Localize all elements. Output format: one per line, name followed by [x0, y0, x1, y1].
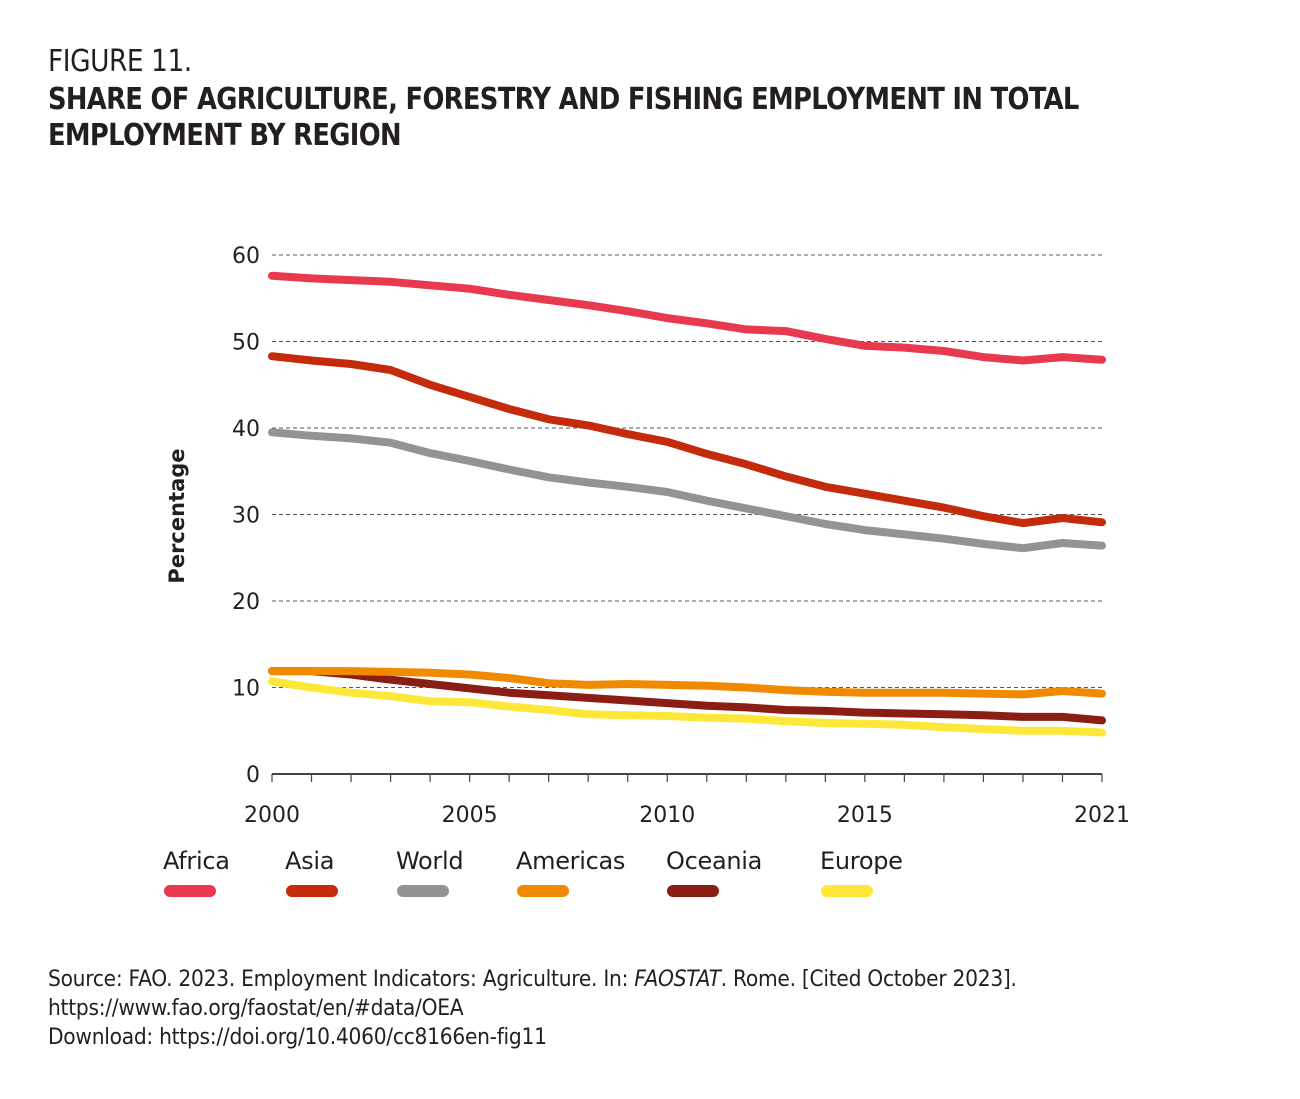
legend-swatch [164, 885, 216, 897]
source-publication: FAOSTAT [634, 967, 721, 992]
legend-swatch [517, 885, 569, 897]
series-line-oceania [268, 667, 1106, 725]
x-tick-label: 2021 [1074, 803, 1130, 828]
y-tick-label: 40 [232, 417, 260, 442]
legend-label: Africa [163, 847, 230, 875]
legend-item-world: World [396, 845, 464, 897]
legend-label: World [396, 847, 464, 875]
series-line-africa [268, 271, 1106, 365]
legend-swatch [667, 885, 719, 897]
y-tick-label: 0 [246, 763, 260, 788]
legend-swatch [286, 885, 338, 897]
legend-label: Europe [820, 847, 903, 875]
x-tick-label: 2005 [442, 803, 498, 828]
series-line-asia [268, 352, 1106, 528]
download-link[interactable]: Download: https://doi.org/10.4060/cc8166… [48, 1025, 547, 1050]
legend-swatch [397, 885, 449, 897]
legend-label: Americas [516, 847, 626, 875]
legend-label: Asia [285, 847, 335, 875]
legend-item-oceania: Oceania [666, 845, 763, 897]
series-line-world [268, 428, 1106, 553]
source-note: Source: FAO. 2023. Employment Indicators… [48, 965, 1017, 1052]
y-tick-label: 10 [232, 677, 260, 702]
x-axis: 2000 2005 2010 2015 2021 [244, 773, 1130, 828]
y-tick-label: 20 [232, 590, 260, 615]
x-tick-label: 2000 [244, 803, 300, 828]
legend-item-asia: Asia [285, 845, 338, 897]
y-axis-label: Percentage [165, 448, 189, 583]
legend-swatch [821, 885, 873, 897]
x-tick-label: 2015 [837, 803, 893, 828]
legend-label: Oceania [666, 847, 763, 875]
series-line-europe [268, 677, 1106, 737]
legend-item-africa: Africa [163, 845, 230, 897]
source-citation: Source: FAO. 2023. Employment Indicators… [48, 967, 1017, 992]
legend-item-americas: Americas [516, 845, 626, 897]
series-line-americas [268, 667, 1106, 699]
series-lines [268, 271, 1106, 737]
y-tick-label: 50 [232, 331, 260, 356]
x-tick-label: 2010 [639, 803, 695, 828]
legend-item-europe: Europe [820, 845, 903, 897]
figure-title: SHARE OF AGRICULTURE, FORESTRY AND FISHI… [48, 82, 1079, 153]
y-axis-ticks: 0 10 20 30 40 50 60 [232, 244, 260, 788]
y-tick-label: 60 [232, 244, 260, 269]
figure-label: FIGURE 11. [48, 44, 192, 79]
source-url[interactable]: https://www.fao.org/faostat/en/#data/OEA [48, 996, 464, 1021]
y-tick-label: 30 [232, 504, 260, 529]
